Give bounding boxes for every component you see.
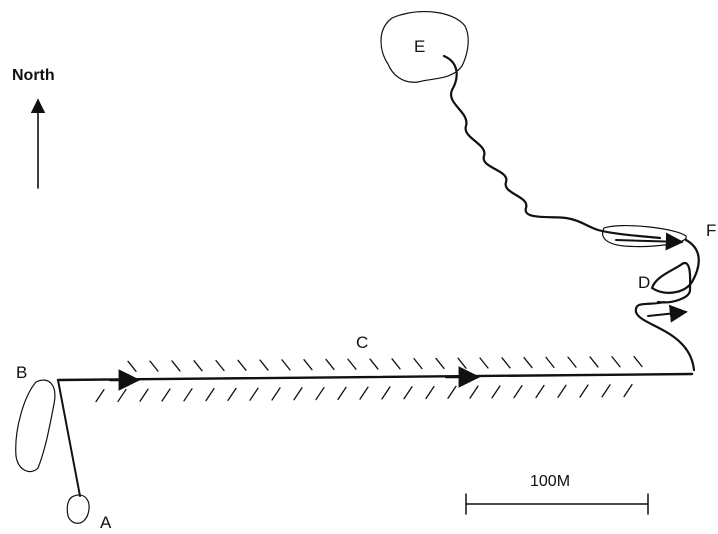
area-e-outline: [380, 11, 469, 83]
hatch-mark: [545, 356, 555, 369]
hatch-mark: [347, 358, 357, 370]
hatch-mark: [237, 359, 247, 371]
slope-hatch-marks: [95, 355, 643, 403]
switchback-arrow: [634, 300, 696, 372]
arrow-near-d: [647, 304, 688, 323]
hatch-mark: [183, 388, 193, 402]
hatch-mark: [337, 386, 347, 400]
arrow-to-f: [615, 232, 684, 251]
hatch-mark: [215, 359, 225, 372]
label-a: A: [100, 513, 112, 532]
label-e: E: [414, 37, 425, 56]
hatch-mark: [403, 386, 413, 400]
hatch-mark: [535, 384, 545, 399]
hatch-mark: [259, 359, 269, 371]
hatch-mark: [425, 385, 435, 400]
hatch-mark: [227, 387, 237, 402]
scale-label: 100M: [530, 473, 570, 490]
switchback-path: [650, 238, 700, 304]
main-track-b-to-east: [56, 366, 694, 391]
label-b: B: [16, 363, 27, 382]
label-c: C: [356, 333, 368, 352]
label-f: F: [706, 221, 716, 240]
hatch-mark: [95, 388, 105, 403]
hatch-mark: [149, 360, 159, 372]
hatch-mark: [633, 355, 643, 368]
hatch-mark: [293, 387, 303, 401]
area-b-outline: [15, 379, 56, 473]
hatch-mark: [479, 357, 489, 369]
hatch-mark: [303, 359, 313, 371]
hatch-mark: [369, 358, 379, 370]
hatch-mark: [447, 385, 457, 399]
hatch-mark: [457, 357, 467, 369]
hatch-mark: [469, 385, 479, 399]
label-d: D: [638, 273, 650, 292]
hatch-mark: [171, 360, 181, 372]
hatch-mark: [567, 356, 577, 368]
hatch-mark: [391, 358, 401, 370]
hatch-mark: [435, 357, 445, 370]
hatch-mark: [127, 360, 137, 372]
hatch-mark: [359, 386, 369, 400]
north-compass: North: [12, 67, 55, 189]
hatch-mark: [193, 360, 203, 372]
hatch-mark: [601, 384, 611, 398]
hatch-mark: [623, 383, 633, 398]
hatch-mark: [491, 385, 501, 399]
track-b-to-a: [57, 379, 81, 497]
north-label: North: [12, 67, 55, 84]
hatch-mark: [205, 387, 215, 402]
hatch-mark: [579, 384, 589, 398]
hatch-mark: [315, 386, 325, 401]
hatch-mark: [513, 385, 523, 399]
hatch-mark: [501, 357, 511, 369]
hatch-mark: [589, 356, 599, 368]
hatch-mark: [161, 388, 171, 402]
hatch-mark: [413, 357, 423, 370]
hatch-mark: [271, 387, 281, 401]
area-a-outline: [66, 494, 90, 524]
hatch-mark: [249, 387, 259, 401]
track-e-to-f: [442, 54, 662, 240]
hatch-mark: [611, 356, 621, 368]
hatch-mark: [557, 384, 567, 398]
hatch-mark: [381, 386, 391, 400]
hatch-mark: [117, 388, 127, 403]
hatch-mark: [139, 388, 149, 402]
hatch-mark: [523, 356, 533, 369]
scale-bar: 100M: [465, 473, 649, 515]
hatch-mark: [281, 359, 291, 371]
hatch-mark: [325, 358, 335, 371]
